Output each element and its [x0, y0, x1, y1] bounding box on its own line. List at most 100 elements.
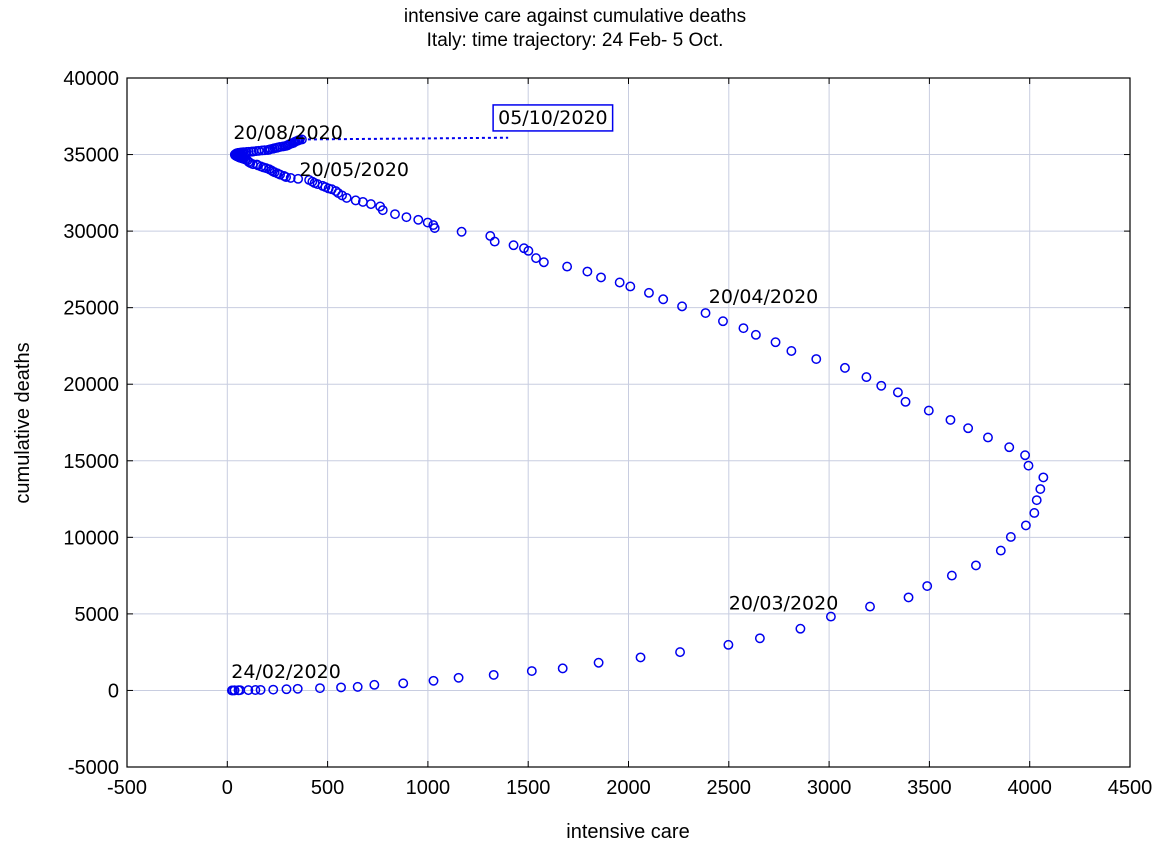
chart-title: intensive care against cumulative deaths — [404, 6, 746, 27]
data-point — [900, 396, 911, 407]
data-point — [963, 423, 974, 434]
data-point — [336, 682, 346, 693]
data-point — [1031, 495, 1042, 506]
data-point — [795, 623, 806, 634]
y-tick-label: -5000 — [68, 757, 119, 779]
data-series — [226, 134, 1049, 696]
data-point — [750, 329, 761, 340]
data-point — [350, 195, 361, 206]
data-point — [401, 212, 412, 223]
annotation-label: 20/03/2020 — [729, 592, 839, 614]
data-point — [357, 196, 368, 207]
y-tick-label: 10000 — [63, 527, 119, 549]
data-point — [390, 209, 400, 220]
data-point — [250, 685, 261, 695]
data-point — [658, 294, 669, 305]
data-point — [922, 581, 933, 591]
y-axis-label: cumulative deaths — [12, 342, 34, 503]
data-point — [1035, 484, 1046, 494]
data-point — [923, 405, 934, 416]
x-tick-label: 1000 — [406, 777, 451, 799]
x-tick-label: 1500 — [506, 777, 551, 799]
data-point — [1020, 450, 1031, 461]
data-point — [293, 173, 304, 184]
data-point — [945, 414, 956, 425]
data-point — [1004, 442, 1015, 453]
data-point — [995, 545, 1006, 556]
data-point — [413, 214, 424, 225]
data-point — [243, 685, 254, 696]
data-point — [489, 236, 500, 247]
x-tick-label: 0 — [222, 777, 233, 799]
y-tick-label: 35000 — [63, 145, 119, 167]
y-tick-label: 15000 — [63, 451, 119, 473]
data-point — [970, 560, 981, 571]
x-tick-label: 2000 — [606, 777, 651, 799]
data-point — [508, 240, 519, 251]
data-point — [718, 316, 728, 327]
x-tick-label: 3500 — [907, 777, 952, 799]
annotation-label: 20/04/2020 — [709, 286, 819, 308]
data-point — [369, 679, 380, 690]
data-point — [292, 683, 303, 694]
data-point — [786, 346, 797, 356]
data-point — [422, 217, 433, 228]
data-point — [557, 663, 568, 674]
chart-subtitle: Italy: time trajectory: 24 Feb- 5 Oct. — [427, 30, 724, 51]
data-point — [983, 432, 993, 443]
data-point — [723, 639, 734, 650]
x-tick-label: 4000 — [1007, 777, 1052, 799]
data-point — [1023, 460, 1034, 471]
data-point — [285, 172, 296, 183]
y-tick-label: 40000 — [63, 68, 119, 90]
data-point — [593, 657, 604, 668]
x-axis-label: intensive care — [566, 821, 689, 843]
data-point — [519, 243, 529, 254]
annotation-label: 24/02/2020 — [231, 661, 341, 683]
data-point — [946, 570, 957, 581]
data-point — [1020, 520, 1031, 531]
data-point — [865, 601, 875, 612]
data-point — [531, 253, 541, 264]
data-point — [677, 301, 688, 312]
y-tick-label: 30000 — [63, 221, 119, 243]
data-point — [398, 678, 409, 689]
x-tick-label: 2500 — [707, 777, 752, 799]
data-point — [352, 681, 363, 692]
data-point — [1005, 532, 1016, 542]
annotations: 24/02/2020 20/03/2020 20/04/2020 20/05/2020… — [231, 104, 839, 683]
data-point — [582, 266, 593, 277]
data-point — [375, 201, 386, 212]
annotation-box — [492, 104, 614, 132]
data-point — [754, 633, 765, 644]
data-point — [876, 380, 887, 391]
data-point — [738, 323, 749, 334]
data-point — [526, 666, 537, 677]
y-tick-label: 0 — [108, 680, 119, 702]
y-tick-label: 25000 — [63, 298, 119, 320]
data-point — [365, 199, 376, 210]
data-point — [625, 281, 636, 292]
data-point — [296, 134, 307, 145]
data-point — [488, 669, 499, 680]
data-point — [453, 672, 464, 683]
data-point — [538, 257, 549, 268]
axis-ticks: -500 0 500 1000 1500 2000 2500 3000 3500 4000 4500… — [63, 68, 1152, 799]
data-point — [675, 647, 686, 658]
data-point — [428, 220, 439, 231]
data-point — [892, 387, 903, 398]
data-point — [596, 272, 606, 283]
data-point — [268, 684, 279, 695]
data-point — [644, 287, 654, 298]
y-tick-label: 20000 — [63, 374, 119, 396]
data-point — [825, 611, 836, 622]
data-point — [700, 308, 711, 319]
data-point — [614, 277, 625, 288]
x-tick-label: 3000 — [807, 777, 852, 799]
data-point — [1038, 472, 1049, 483]
grid-lines — [127, 78, 1130, 767]
annotation-label: 20/05/2020 — [300, 159, 410, 181]
data-point — [255, 684, 266, 695]
data-point — [811, 354, 822, 364]
data-point — [1029, 508, 1040, 518]
